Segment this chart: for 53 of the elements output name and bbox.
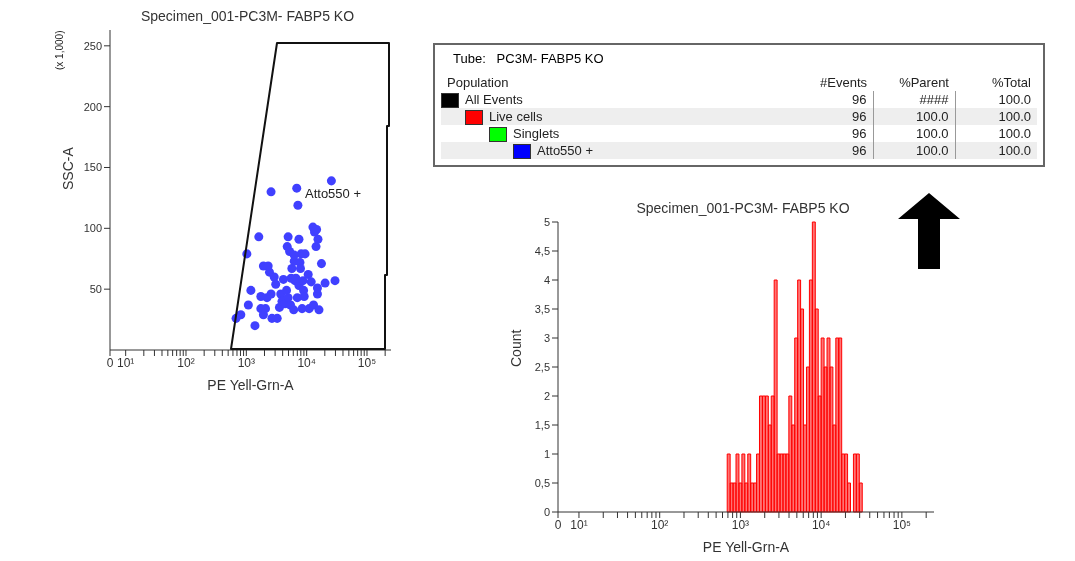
text: 100.0: [998, 126, 1031, 141]
text: %Parent: [898, 74, 950, 91]
y-tick-label: 2: [543, 389, 550, 402]
category-label: All Events: [465, 92, 523, 108]
y-tick-label: 4,5: [534, 244, 550, 257]
x-tick-label: 10¹: [116, 355, 135, 370]
text: Population: [446, 74, 510, 91]
y-tick-label: 3,5: [534, 302, 550, 315]
y-tick-label: 250: [83, 39, 102, 52]
x-tick-label: 10³: [237, 355, 255, 370]
text: ####: [919, 92, 949, 107]
y-tick-label: 50: [89, 283, 102, 296]
category-label: Live cells: [489, 109, 543, 125]
row-shading: Atto550 + 96 100.0 100.0: [441, 142, 1037, 159]
text: (x 1,000): [54, 30, 65, 70]
x-tick-label: 10⁴: [811, 517, 831, 532]
x-tick-label: 10²: [177, 355, 195, 370]
text: 100.0: [915, 126, 949, 141]
y-tick-label: 0: [543, 505, 550, 518]
x-tick-label: 10⁴: [297, 355, 316, 370]
y-tick-label: 4: [543, 273, 550, 286]
text: Tube: PC3M- FABP5 KO: [453, 51, 605, 66]
row-shading: Live cells 96 100.0 100.0: [441, 108, 1037, 125]
category-label: Singlets: [513, 126, 560, 142]
y-tick-label: 1,5: [534, 418, 550, 431]
y-tick-label: 5: [543, 215, 550, 228]
x-tick-label: 0: [554, 517, 562, 532]
text: #Events: [819, 74, 868, 91]
x-tick-label: 0: [106, 355, 114, 370]
x-tick-label: 10³: [731, 517, 750, 532]
text: 96: [852, 126, 867, 141]
y-tick-label: 150: [83, 161, 102, 174]
x-tick-label: 10⁵: [357, 355, 377, 370]
x-tick-label: 10²: [651, 517, 669, 532]
y-tick-label: 100: [83, 222, 102, 235]
y-axis-title: Count: [507, 329, 524, 367]
y-tick-label: 1: [543, 447, 550, 460]
y-tick-label: 200: [83, 100, 102, 113]
text: 96: [852, 92, 867, 107]
y-axis-title: SSC-A: [59, 146, 76, 190]
chart-title: Specimen_001-PC3M- FABP5 KO: [636, 200, 850, 216]
x-tick-label: 10⁵: [892, 517, 912, 532]
text: %Total: [990, 74, 1032, 91]
y-tick-label: 0,5: [534, 476, 550, 489]
annotation: Atto550 +: [305, 186, 362, 201]
x-axis-title: PE Yell-Grn-A: [207, 377, 295, 393]
x-tick-label: 10¹: [570, 517, 588, 532]
y-tick-label: 3: [543, 331, 550, 344]
chart-title: Specimen_001-PC3M- FABP5 KO: [139, 8, 356, 26]
category-label: Atto550 +: [537, 143, 594, 159]
y-tick-label: 2,5: [534, 360, 550, 373]
text: 100.0: [998, 92, 1031, 107]
x-axis-title: PE Yell-Grn-A: [702, 539, 790, 555]
